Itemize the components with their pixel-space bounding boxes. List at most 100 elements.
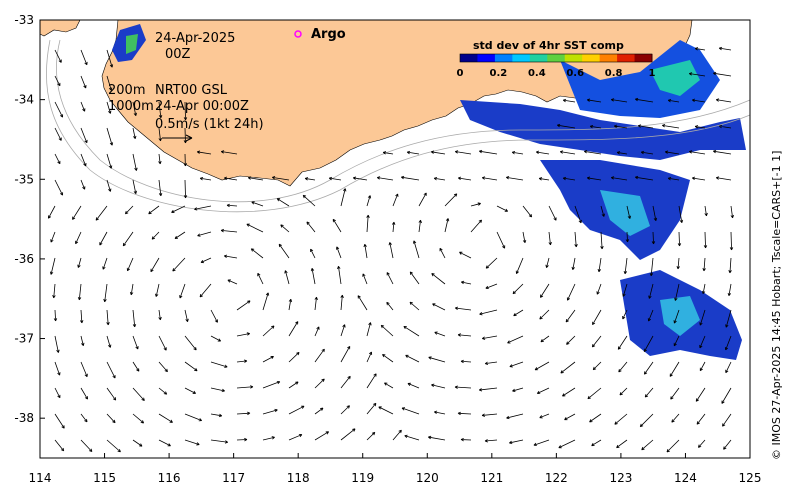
current-arrow	[366, 373, 377, 389]
current-arrow	[591, 335, 602, 348]
current-arrow	[509, 439, 524, 445]
colorbar-swatch	[529, 54, 548, 62]
current-arrow	[666, 439, 680, 453]
current-arrow	[155, 283, 160, 297]
current-arrow	[288, 433, 303, 441]
current-arrow	[535, 150, 550, 155]
x-tick-label: 123	[609, 471, 632, 485]
current-arrow	[172, 257, 186, 272]
current-arrow	[102, 257, 108, 270]
current-arrow	[251, 201, 264, 207]
current-arrow	[592, 309, 602, 326]
current-arrow	[712, 149, 732, 155]
current-arrow	[210, 309, 218, 323]
current-arrow	[428, 356, 446, 363]
current-arrow	[470, 219, 483, 233]
current-arrow	[702, 257, 706, 272]
current-arrow	[391, 221, 396, 233]
current-arrow	[600, 231, 604, 250]
current-arrow	[158, 439, 171, 447]
current-arrow	[124, 205, 134, 215]
current-arrow	[54, 179, 64, 196]
current-arrow	[340, 405, 350, 415]
current-arrow	[158, 361, 168, 373]
current-arrow	[433, 176, 446, 181]
current-arrow	[328, 176, 342, 181]
date-label: 24-Apr-2025	[155, 31, 235, 46]
current-arrow	[220, 228, 238, 233]
current-arrow	[661, 124, 680, 129]
current-arrow	[574, 231, 578, 248]
current-arrow	[380, 324, 394, 337]
current-arrow	[80, 75, 87, 89]
colorbar-swatch	[582, 54, 601, 62]
argo-marker-icon	[294, 30, 302, 38]
current-arrow	[376, 176, 394, 181]
current-arrow	[696, 413, 706, 425]
current-arrow	[651, 231, 656, 245]
current-arrow	[673, 309, 680, 324]
current-arrow	[688, 72, 706, 77]
current-arrow	[505, 176, 524, 181]
current-arrow	[54, 413, 65, 429]
current-arrow	[223, 254, 238, 259]
current-arrow	[314, 378, 325, 389]
current-arrow	[509, 361, 524, 368]
current-arrow	[695, 387, 706, 402]
current-arrow	[616, 439, 628, 449]
current-arrow	[132, 387, 145, 401]
current-arrow	[613, 124, 628, 129]
current-arrow	[288, 381, 299, 389]
current-arrow	[587, 387, 602, 400]
current-arrow	[412, 240, 420, 259]
colorbar-swatch	[634, 54, 653, 62]
current-arrow	[586, 176, 602, 181]
current-arrow	[179, 283, 186, 299]
current-arrow	[506, 413, 524, 420]
current-arrow	[54, 387, 61, 399]
current-arrow	[366, 351, 373, 363]
current-arrow	[158, 387, 168, 395]
current-arrow	[106, 179, 112, 192]
current-arrow	[158, 101, 163, 119]
current-arrow	[485, 257, 498, 269]
current-arrow	[484, 439, 498, 443]
current-arrow	[210, 387, 225, 393]
current-arrow	[132, 335, 139, 350]
x-tick-label: 118	[287, 471, 310, 485]
current-arrow	[184, 361, 198, 372]
x-tick-label: 119	[351, 471, 374, 485]
current-arrow	[106, 439, 121, 453]
current-arrow	[284, 270, 290, 285]
current-arrow	[314, 407, 324, 415]
current-arrow	[236, 385, 254, 389]
current-arrow	[540, 335, 550, 343]
product-label: NRT00 GSL	[155, 83, 228, 98]
current-arrow	[639, 413, 654, 428]
product-time-label: 24-Apr 00:00Z	[155, 99, 249, 114]
current-arrow	[485, 283, 498, 290]
current-arrow	[566, 335, 576, 345]
current-arrow	[512, 283, 524, 295]
current-arrow	[597, 257, 602, 273]
current-arrow	[53, 309, 58, 322]
current-arrow	[457, 333, 472, 337]
current-arrow	[616, 151, 628, 155]
current-arrow	[246, 223, 264, 233]
current-arrow	[336, 246, 342, 259]
x-tick-label: 120	[416, 471, 439, 485]
current-arrow	[210, 361, 228, 368]
current-arrow	[586, 98, 602, 103]
current-arrow	[174, 231, 186, 240]
current-arrow	[80, 361, 88, 378]
current-arrow	[247, 176, 264, 181]
colorbar-swatch	[564, 54, 583, 62]
current-arrow	[640, 150, 654, 155]
current-arrow	[513, 309, 524, 317]
current-arrow	[718, 124, 732, 129]
current-arrow	[481, 335, 498, 340]
current-arrow	[565, 309, 576, 323]
scale-arrow	[162, 134, 193, 142]
colorbar-swatch	[547, 54, 566, 62]
current-arrow	[200, 257, 212, 264]
